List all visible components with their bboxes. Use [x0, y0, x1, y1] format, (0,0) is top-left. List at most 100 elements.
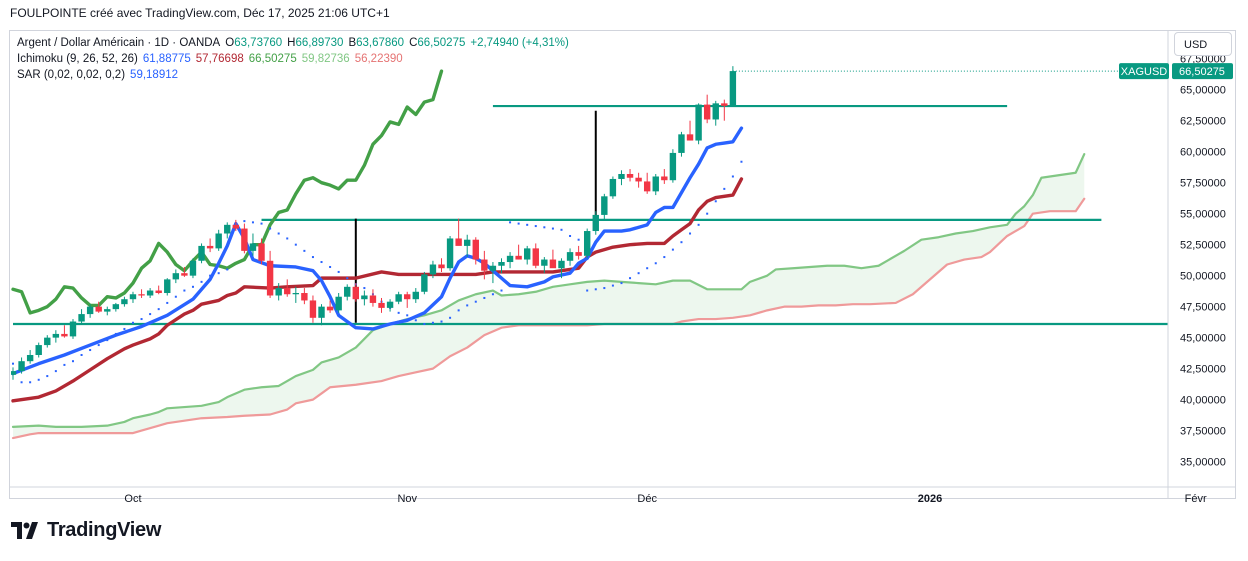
currency-button[interactable]: USD: [1174, 32, 1232, 56]
sar-dot: [629, 277, 632, 280]
sar-dot: [431, 321, 434, 324]
candle: [206, 238, 214, 253]
candle: [292, 286, 300, 303]
candle: [44, 335, 51, 348]
ichimoku-label[interactable]: Ichimoku (9, 26, 52, 26): [17, 53, 138, 65]
candle: [386, 299, 394, 312]
candle-body: [292, 293, 300, 295]
candle: [301, 288, 308, 305]
candle-body: [472, 239, 479, 260]
tradingview-logo-icon: [11, 521, 38, 539]
candle: [618, 170, 625, 186]
candle-body: [652, 176, 659, 192]
open-value: O63,73760: [225, 37, 283, 49]
candle-body: [712, 103, 719, 120]
candle-body: [224, 224, 231, 234]
candle: [138, 289, 145, 298]
candle-body: [558, 260, 565, 269]
kijun-sen-line: [11, 177, 744, 403]
candle-body: [506, 255, 514, 263]
candle-body: [189, 260, 197, 276]
sar-dot: [569, 234, 572, 237]
chart-legend: Argent / Dollar Américain · 1D · OANDA O…: [17, 35, 569, 83]
span-a-value: 59,82736: [301, 53, 350, 65]
candle: [438, 258, 445, 272]
sar-dot: [29, 381, 32, 384]
candle-body: [215, 233, 222, 249]
sar-dot: [654, 262, 657, 265]
candle: [481, 250, 488, 280]
candle: [686, 120, 694, 141]
candle: [11, 367, 17, 380]
candle-body: [121, 299, 128, 305]
candle-body: [592, 214, 599, 232]
candle-body: [541, 259, 548, 266]
candle: [181, 266, 188, 277]
candle-body: [729, 71, 737, 106]
sar-label[interactable]: SAR (0,02, 0,02, 0,2): [17, 69, 126, 81]
candle: [506, 252, 514, 269]
sar-dot: [131, 321, 134, 324]
candle: [318, 304, 325, 326]
candle-body: [661, 176, 668, 181]
candle: [378, 297, 385, 313]
sar-dot: [500, 289, 503, 292]
y-tick-label: 47,50000: [1180, 302, 1226, 314]
sar-dot: [526, 223, 529, 226]
candle-body: [378, 302, 385, 308]
candle-body: [318, 306, 325, 318]
candle: [164, 278, 171, 296]
candle: [18, 357, 25, 374]
candle-body: [446, 238, 454, 269]
candle-body: [395, 294, 402, 302]
price-tag-bg: [1172, 63, 1233, 80]
candle: [472, 237, 479, 265]
candle: [643, 172, 651, 194]
candle: [609, 176, 617, 199]
sar-dot: [140, 318, 143, 321]
sar-dot: [517, 222, 520, 225]
sar-dot: [243, 220, 246, 223]
candle-body: [301, 293, 308, 301]
candle: [532, 243, 539, 269]
candle-body: [181, 273, 188, 276]
sar-dot: [474, 300, 477, 303]
sar-dot: [209, 274, 212, 277]
tradingview-logo[interactable]: TradingView: [11, 519, 161, 542]
candle: [661, 169, 668, 184]
sar-dot: [166, 301, 169, 304]
candle: [489, 262, 497, 284]
candle-body: [95, 306, 102, 312]
candle: [515, 244, 522, 260]
candle: [541, 257, 548, 274]
candle: [335, 293, 342, 313]
candle-body: [155, 290, 162, 294]
candle-body: [146, 290, 154, 296]
sar-dot: [551, 227, 554, 230]
candle: [678, 131, 685, 157]
sar-dot: [200, 280, 203, 283]
sar-dot: [406, 314, 409, 317]
sar-dot: [123, 327, 126, 330]
candle: [703, 94, 711, 124]
sar-dot: [440, 320, 443, 323]
candle: [95, 301, 102, 313]
candle-body: [498, 262, 505, 266]
y-tick-label: 50,00000: [1180, 271, 1226, 283]
candle-body: [686, 134, 694, 141]
sar-dot: [414, 319, 417, 322]
kijun-value: 57,76698: [195, 53, 244, 65]
low-value: B63,67860: [348, 37, 405, 49]
last-price-tag: XAGUSD 66,50275: [1119, 63, 1233, 80]
sar-dot: [397, 311, 400, 314]
sar-dot: [37, 378, 40, 381]
candle: [86, 304, 94, 318]
y-tick-label: 55,00000: [1180, 209, 1226, 221]
sar-dot: [680, 241, 683, 244]
symbol-title[interactable]: Argent / Dollar Américain · 1D · OANDA: [17, 37, 221, 49]
sar-dot: [491, 293, 494, 296]
candle: [266, 250, 274, 298]
sar-dot: [303, 249, 306, 252]
candle-body: [643, 181, 651, 192]
